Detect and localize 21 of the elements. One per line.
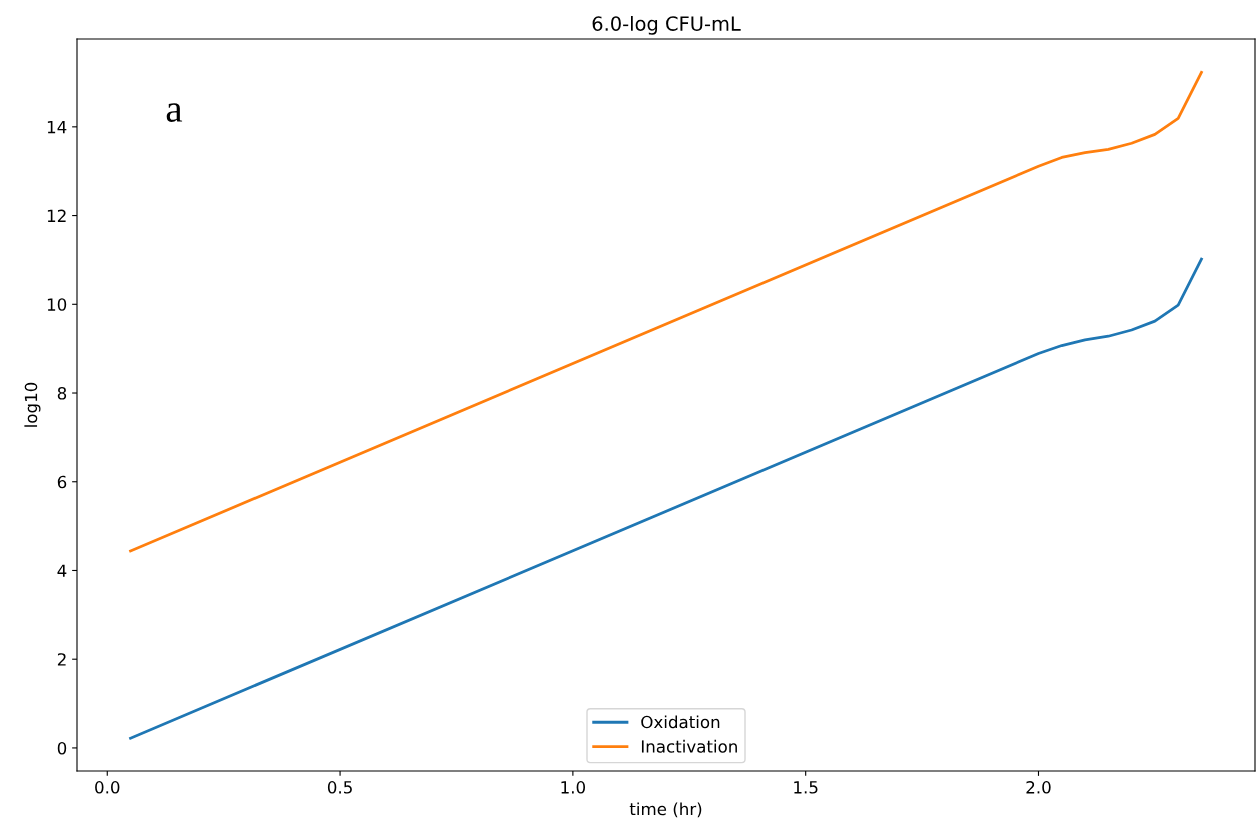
y-tick-label: 10 [47, 298, 67, 311]
x-tick-label: 0.0 [95, 781, 120, 794]
chart-title: 6.0-log CFU-mL [592, 15, 741, 35]
x-axis-title: time (hr) [629, 802, 702, 818]
y-tick-label: 14 [47, 121, 67, 134]
line-series [129, 70, 1203, 553]
x-tick-label: 1.5 [794, 781, 818, 794]
y-tick-label: 8 [57, 386, 67, 400]
y-tick-label: 2 [57, 653, 66, 666]
y-tick-label: 12 [47, 209, 66, 222]
line-series [129, 257, 1203, 740]
y-tick-label: 0 [57, 741, 67, 755]
y-tick-label: 6 [57, 475, 67, 489]
x-tick-label: 0.5 [327, 781, 352, 794]
legend-label: Oxidation [641, 715, 720, 729]
annotation: a [166, 103, 183, 122]
legend-label: Inactivation [641, 739, 737, 753]
x-tick-label: 1.0 [561, 781, 586, 794]
x-tick-label: 2.0 [1026, 781, 1051, 794]
y-tick-label: 4 [57, 564, 67, 577]
y-axis-title: log10 [24, 382, 41, 427]
